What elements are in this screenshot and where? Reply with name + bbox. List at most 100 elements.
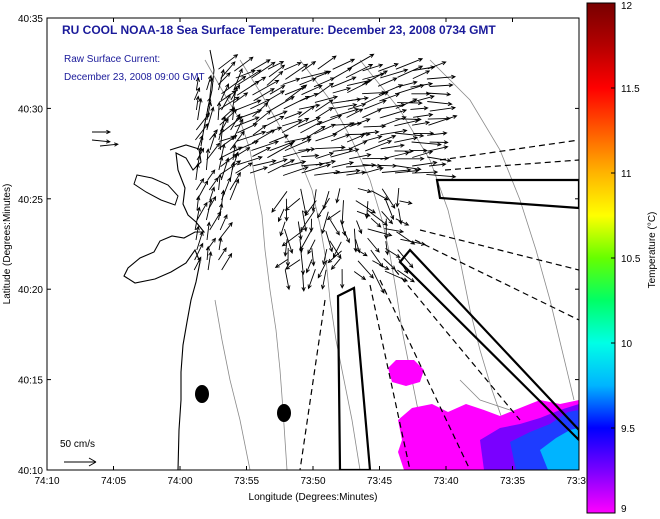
current-vector-arrow (315, 133, 338, 142)
current-vector-arrow (322, 249, 328, 266)
colorbar-tick-label: 11 (621, 169, 632, 180)
current-vector-arrow (229, 161, 235, 181)
current-vector-arrow (249, 166, 269, 174)
current-vector-arrow (347, 53, 375, 70)
current-vector-arrow (349, 153, 372, 160)
current-vector-arrow (346, 96, 369, 102)
current-vector-arrow (299, 77, 317, 86)
current-vector-arrow (193, 256, 202, 271)
current-vector-arrow (381, 188, 396, 209)
current-vector-arrow (395, 57, 424, 70)
current-vector-arrow (205, 148, 211, 171)
current-vector-arrow (332, 67, 353, 80)
current-vector-arrow (396, 84, 425, 95)
current-vector-arrow (267, 159, 296, 174)
current-vector-arrow (298, 103, 321, 110)
current-vector-arrow (383, 258, 396, 271)
current-vector-arrow (282, 148, 312, 158)
current-vector-arrow (427, 145, 449, 152)
current-vector-arrow (330, 133, 351, 142)
current-vector-arrow (394, 136, 419, 143)
current-vector-arrow (380, 116, 407, 127)
current-vector-arrow (340, 219, 347, 237)
current-vector-arrow (362, 63, 384, 72)
current-vector-arrow (335, 188, 341, 204)
current-vector-arrow (195, 123, 209, 141)
y-axis-label: Latitude (Degrees:Minutes) (2, 184, 13, 305)
current-vector-arrow (229, 130, 245, 151)
current-vector-arrow (384, 270, 409, 282)
current-vector-arrow (300, 70, 330, 79)
current-vector-arrow (412, 170, 439, 175)
current-vector-arrow (397, 249, 414, 269)
current-vector-arrow (372, 260, 390, 270)
current-vector-arrow (206, 221, 211, 241)
current-vector-arrow (330, 108, 360, 119)
current-vector-arrow (317, 197, 330, 219)
current-vector-arrow (285, 84, 308, 101)
current-vector-arrow (316, 152, 335, 159)
current-vector-arrow (281, 117, 310, 133)
current-vector-arrow (330, 148, 360, 158)
current-vector-arrow (300, 188, 308, 216)
current-vector-arrow (397, 65, 424, 78)
current-vector-arrow (371, 190, 389, 201)
current-vector-arrow (410, 148, 428, 153)
current-vector-arrow (364, 91, 389, 104)
current-vector-arrow (346, 134, 365, 143)
current-vector-arrow (346, 108, 364, 118)
current-vector-arrow (285, 247, 291, 267)
current-vector-arrow (252, 79, 280, 96)
current-vector-arrow (377, 77, 398, 87)
current-vector-arrow (399, 200, 413, 205)
current-vector-arrow (232, 118, 244, 141)
current-vector-arrow (282, 166, 309, 176)
current-vector-arrow (367, 228, 393, 237)
current-vector-arrow (220, 157, 230, 181)
current-vector-arrow (394, 148, 414, 154)
current-vector-arrow (266, 70, 284, 86)
current-vector-arrow (345, 64, 374, 79)
current-vector-arrow (235, 162, 253, 174)
current-vector-arrow (332, 86, 352, 94)
current-vector-arrow (233, 92, 249, 104)
current-vector-arrow (267, 142, 294, 159)
current-vector-arrow (411, 141, 442, 147)
current-vector-arrow (340, 269, 345, 289)
current-vector-arrow (331, 97, 362, 104)
coastline-inlet (133, 174, 179, 206)
x-tick-label: 74:05 (101, 476, 126, 487)
current-vector-arrow (285, 63, 309, 80)
x-tick-label: 73:50 (300, 476, 325, 487)
current-vector-arrow (283, 95, 310, 110)
current-vector-arrow (207, 250, 213, 271)
current-vector-arrow (237, 69, 262, 86)
current-vector-arrow (309, 218, 314, 233)
current-vector-arrow (364, 99, 387, 110)
current-vector-arrow (301, 163, 332, 174)
current-vector-arrow (333, 168, 361, 174)
current-vector-arrow (370, 217, 382, 228)
coastline (123, 144, 206, 470)
current-vector-arrow (379, 109, 408, 119)
current-vector-arrow (395, 218, 410, 226)
current-vector-arrow (301, 210, 308, 232)
current-vector-arrow (427, 156, 452, 163)
current-vector-arrow (380, 128, 408, 136)
current-vector-arrow (209, 132, 217, 151)
wedge-south (336, 286, 372, 470)
current-vector-arrow (410, 106, 429, 111)
current-vector-arrow (281, 230, 303, 247)
current-vector-arrow (395, 98, 418, 109)
current-vector-arrow (384, 198, 395, 221)
current-vector-arrow (429, 83, 454, 88)
current-vector-arrow (412, 65, 436, 71)
current-vector-arrow (395, 187, 400, 208)
x-tick-label: 73:45 (367, 476, 392, 487)
current-vector-arrow (219, 126, 225, 151)
current-vector-arrow (265, 115, 285, 127)
current-vector-arrow (356, 210, 371, 217)
current-vector-arrow (429, 140, 449, 145)
current-vector-arrow (196, 195, 201, 211)
current-vector-arrow (219, 214, 228, 231)
